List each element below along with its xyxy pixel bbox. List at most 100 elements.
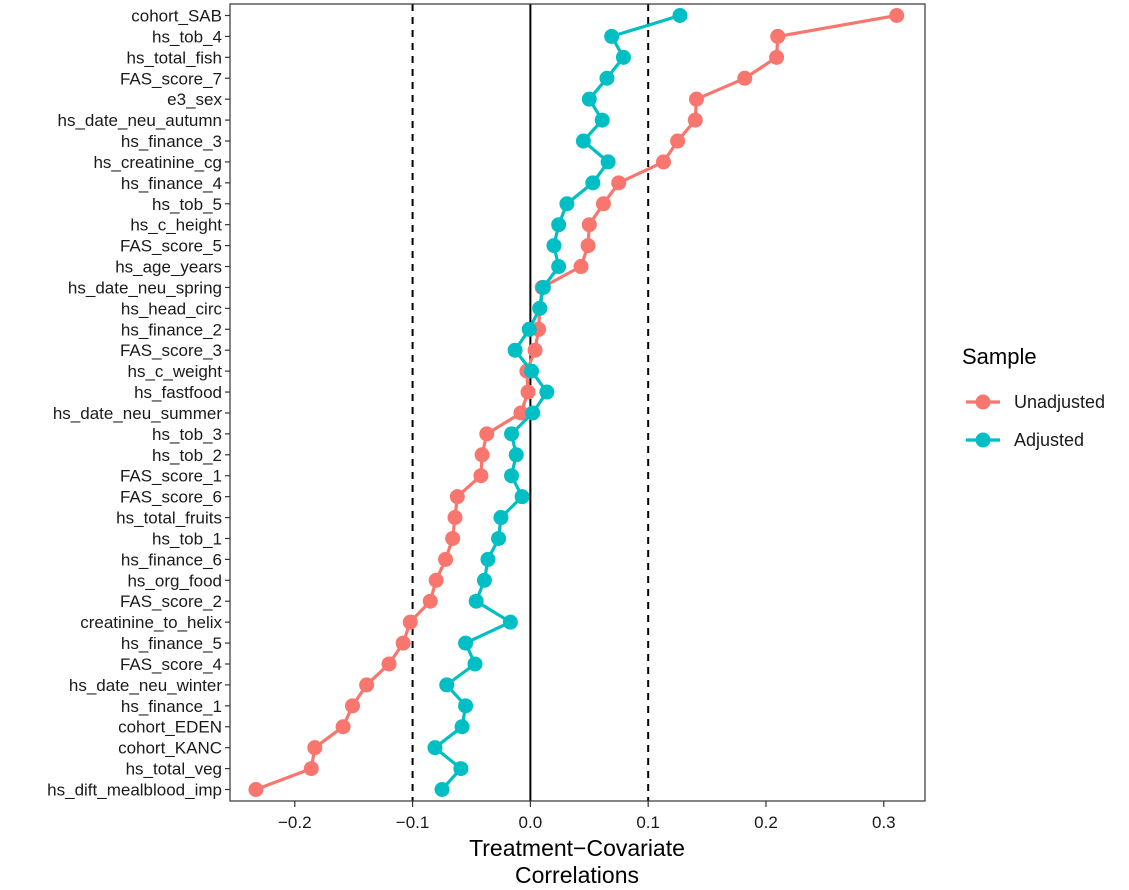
y-tick-label: FAS_score_6 xyxy=(120,488,222,507)
data-point xyxy=(468,593,484,609)
y-tick-label: hs_creatinine_cg xyxy=(93,153,222,172)
y-tick-label: hs_fastfood xyxy=(134,383,222,402)
y-tick-label: hs_tob_2 xyxy=(152,446,222,465)
y-tick-label: FAS_score_3 xyxy=(120,341,222,360)
data-point xyxy=(769,49,785,65)
data-point xyxy=(335,719,351,735)
data-point xyxy=(655,154,671,170)
y-tick-label: hs_finance_2 xyxy=(121,320,222,339)
data-point xyxy=(615,49,631,65)
y-tick-label: hs_head_circ xyxy=(121,299,223,318)
data-point xyxy=(447,510,463,526)
data-point xyxy=(688,91,704,107)
data-point xyxy=(428,572,444,588)
series-adjusted xyxy=(427,8,688,797)
data-point xyxy=(402,614,418,630)
y-tick-label: hs_date_neu_autumn xyxy=(58,111,222,130)
x-tick-label: −0.1 xyxy=(396,813,430,832)
y-tick-label: cohort_KANC xyxy=(118,739,222,758)
legend-title: Sample xyxy=(962,344,1037,369)
data-point xyxy=(504,426,520,442)
data-point xyxy=(585,175,601,191)
data-point xyxy=(611,175,627,191)
y-tick-label: FAS_score_2 xyxy=(120,592,222,611)
data-point xyxy=(575,133,591,149)
y-tick-label: hs_c_weight xyxy=(127,362,222,381)
data-point xyxy=(604,28,620,44)
data-point xyxy=(345,698,361,714)
data-point xyxy=(770,28,786,44)
data-point xyxy=(508,447,524,463)
y-tick-label: hs_tob_1 xyxy=(152,529,222,548)
data-point xyxy=(438,551,454,567)
data-point xyxy=(595,196,611,212)
y-tick-label: hs_tob_4 xyxy=(152,27,222,46)
data-point xyxy=(467,656,483,672)
data-point xyxy=(737,70,753,86)
y-tick-label: hs_dift_mealblood_imp xyxy=(47,781,222,800)
data-point xyxy=(535,279,551,295)
legend-key-point xyxy=(975,394,991,410)
data-point xyxy=(573,259,589,275)
data-point xyxy=(551,217,567,233)
data-point xyxy=(520,384,536,400)
y-tick-label: hs_finance_3 xyxy=(121,132,222,151)
data-point xyxy=(434,782,450,797)
y-tick-label: hs_finance_6 xyxy=(121,550,222,569)
x-tick-label: −0.2 xyxy=(278,813,312,832)
y-tick-label: FAS_score_7 xyxy=(120,69,222,88)
data-point xyxy=(458,698,474,714)
data-point xyxy=(507,342,523,358)
data-point xyxy=(395,635,411,651)
series-unadjusted xyxy=(248,8,905,797)
data-point xyxy=(422,593,438,609)
data-point xyxy=(524,363,540,379)
data-point xyxy=(514,489,530,505)
y-tick-label: cohort_EDEN xyxy=(118,718,222,737)
data-point xyxy=(539,384,555,400)
data-point xyxy=(521,321,537,337)
data-point xyxy=(527,342,543,358)
y-tick-label: hs_total_fish xyxy=(127,48,222,67)
legend-item-adjusted: Adjusted xyxy=(966,430,1084,450)
legend-label: Unadjusted xyxy=(1014,392,1105,412)
series-layer xyxy=(248,8,905,797)
legend-label: Adjusted xyxy=(1014,430,1084,450)
y-tick-label: hs_tob_3 xyxy=(152,425,222,444)
legend-key-point xyxy=(975,432,991,448)
y-tick-label: hs_total_fruits xyxy=(116,509,222,528)
x-axis-title-line: Treatment−Covariate xyxy=(469,835,685,861)
y-tick-label: FAS_score_1 xyxy=(120,467,222,486)
data-point xyxy=(248,782,264,797)
data-point xyxy=(454,719,470,735)
data-point xyxy=(513,405,529,421)
y-tick-label: hs_finance_5 xyxy=(121,634,222,653)
data-point xyxy=(439,677,455,693)
data-point xyxy=(532,300,548,316)
reference-lines xyxy=(411,4,650,801)
data-point xyxy=(491,530,507,546)
y-tick-label: hs_finance_1 xyxy=(121,697,222,716)
data-point xyxy=(525,405,541,421)
data-point xyxy=(670,133,686,149)
data-point xyxy=(889,8,905,23)
y-tick-label: hs_date_neu_spring xyxy=(68,278,222,297)
data-point xyxy=(458,635,474,651)
y-tick-label: hs_date_neu_winter xyxy=(69,676,222,695)
legend: Sample Unadjusted Adjusted xyxy=(962,344,1105,450)
data-point xyxy=(504,468,520,484)
data-point xyxy=(600,154,616,170)
data-point xyxy=(493,510,509,526)
data-point xyxy=(581,91,597,107)
data-point xyxy=(381,656,397,672)
data-point xyxy=(307,740,323,756)
x-axis-title-line: Correlations xyxy=(515,862,639,888)
data-point xyxy=(687,112,703,128)
y-tick-label: hs_age_years xyxy=(115,258,222,277)
data-point xyxy=(599,70,615,86)
x-tick-label: 0.0 xyxy=(519,813,543,832)
data-point xyxy=(594,112,610,128)
